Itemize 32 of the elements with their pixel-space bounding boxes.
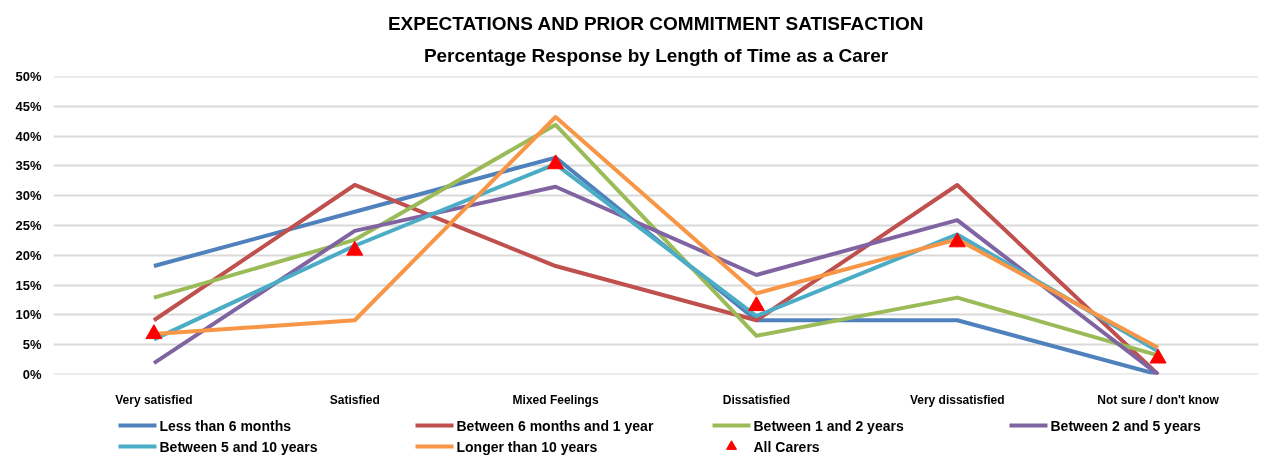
x-tick-label: Dissatisfied bbox=[722, 392, 791, 407]
x-tick-label: Satisfied bbox=[329, 392, 380, 407]
y-tick-label: 50% bbox=[15, 69, 42, 84]
y-tick-label: 0% bbox=[22, 367, 42, 382]
legend-label: Between 5 and 10 years bbox=[159, 438, 318, 455]
legend-label: Between 2 and 5 years bbox=[1050, 417, 1201, 434]
legend-label: Between 6 months and 1 year bbox=[456, 417, 654, 434]
y-tick-label: 35% bbox=[15, 158, 42, 174]
chart-title: EXPECTATIONS AND PRIOR COMMITMENT SATISFACTION bbox=[387, 12, 924, 34]
legend-label: All Carers bbox=[753, 438, 820, 455]
y-tick-label: 10% bbox=[15, 307, 42, 323]
point bbox=[1149, 348, 1167, 364]
chart-subtitle: Percentage Response by Length of Time as a Carer bbox=[423, 44, 889, 66]
x-tick-label: Very dissatisfied bbox=[909, 392, 1005, 407]
x-tick-label: Very satisfied bbox=[115, 392, 193, 407]
legend-label: Less than 6 months bbox=[159, 417, 292, 434]
y-tick-label: 25% bbox=[15, 218, 42, 233]
point bbox=[547, 154, 565, 170]
point bbox=[747, 296, 765, 312]
y-tick-label: 5% bbox=[22, 337, 42, 353]
y-tick-label: 20% bbox=[15, 247, 42, 263]
point bbox=[948, 232, 966, 248]
x-tick-label: Mixed Feelings bbox=[512, 392, 599, 407]
y-tick-label: 40% bbox=[15, 128, 42, 144]
y-tick-label: 45% bbox=[15, 98, 42, 114]
y-tick-label: 15% bbox=[15, 277, 42, 293]
legend-label: Longer than 10 years bbox=[456, 438, 598, 455]
y-tick-label: 30% bbox=[15, 188, 42, 204]
point bbox=[145, 324, 163, 340]
point bbox=[346, 240, 364, 256]
x-tick-label: Not sure / don't know bbox=[1097, 392, 1220, 407]
legend-label: Between 1 and 2 years bbox=[753, 417, 904, 434]
